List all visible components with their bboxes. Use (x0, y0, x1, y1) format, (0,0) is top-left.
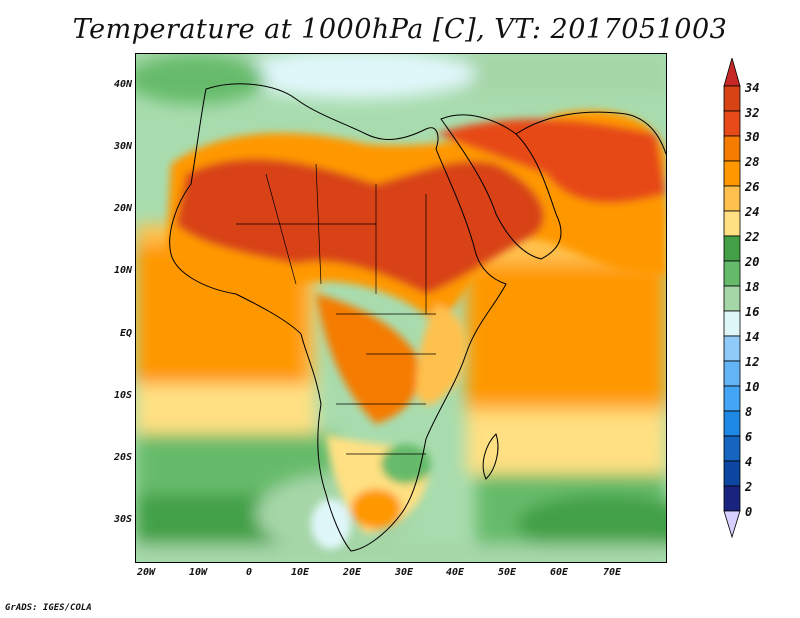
colorbar-bottom-arrow (723, 510, 741, 539)
colorbar-label-24: 24 (745, 205, 760, 219)
footer-credit: GrADS: IGES/COLA (5, 603, 92, 613)
lat-label-10s: 10S (113, 390, 132, 401)
colorbar-label-4: 4 (745, 455, 753, 469)
colorbar-label-14: 14 (745, 330, 760, 344)
coastlines (169, 83, 666, 552)
lon-label-70e: 70E (602, 567, 622, 578)
temperature-map (136, 54, 666, 562)
colorbar-segment (723, 85, 741, 112)
land-heat (166, 110, 666, 549)
colorbar-segment (723, 435, 741, 462)
colorbar-segment (723, 110, 741, 137)
colorbar-label-26: 26 (745, 180, 760, 194)
lat-label-10n: 10N (113, 265, 132, 276)
lon-label-20e: 20E (342, 567, 362, 578)
lat-label-40n: 40N (113, 79, 132, 90)
colorbar-label-10: 10 (745, 380, 760, 394)
colorbar-segment (723, 460, 741, 487)
lon-label-10e: 10E (290, 567, 310, 578)
colorbar-label-16: 16 (745, 305, 760, 319)
colorbar-label-20: 20 (745, 255, 760, 269)
lon-label-10w: 10W (188, 567, 208, 578)
colorbar-segment (723, 335, 741, 362)
lat-label-30n: 30N (113, 141, 132, 152)
lon-label-60e: 60E (549, 567, 569, 578)
colorbar-segment (723, 310, 741, 337)
borders (236, 163, 436, 455)
lat-label-30s: 30S (113, 514, 132, 525)
colorbar-label-22: 22 (745, 230, 760, 244)
colorbar-label-34: 34 (745, 81, 760, 95)
colorbar-label-32: 32 (745, 106, 760, 120)
lon-label-40e: 40E (445, 567, 465, 578)
colorbar-segment (723, 135, 741, 162)
lat-label-20s: 20S (113, 452, 132, 463)
colorbar-segment (723, 260, 741, 287)
colorbar-top-arrow (723, 58, 741, 87)
lon-label-0: 0 (245, 567, 253, 578)
lat-label-eq: EQ (119, 328, 132, 339)
lon-label-20w: 20W (136, 567, 156, 578)
colorbar-segment (723, 360, 741, 387)
colorbar-segment (723, 210, 741, 237)
lat-label-20n: 20N (113, 203, 132, 214)
lon-label-30e: 30E (394, 567, 414, 578)
colorbar-label-0: 0 (745, 505, 753, 519)
colorbar-segment (723, 485, 741, 512)
colorbar-segment (723, 385, 741, 412)
colorbar-segment (723, 410, 741, 437)
colorbar-segment (723, 185, 741, 212)
colorbar (723, 58, 741, 539)
colorbar-segment (723, 285, 741, 312)
colorbar-label-6: 6 (745, 430, 753, 444)
lon-label-50e: 50E (497, 567, 517, 578)
colorbar-label-8: 8 (745, 405, 753, 419)
colorbar-label-18: 18 (745, 280, 760, 294)
colorbar-label-30: 30 (745, 130, 760, 144)
colorbar-label-28: 28 (745, 155, 760, 169)
colorbar-segment (723, 160, 741, 187)
plot-title: Temperature at 1000hPa [C], VT: 20170510… (72, 14, 728, 45)
colorbar-label-2: 2 (745, 480, 753, 494)
colorbar-label-12: 12 (745, 355, 760, 369)
colorbar-segment (723, 235, 741, 262)
map-panel (135, 53, 667, 563)
